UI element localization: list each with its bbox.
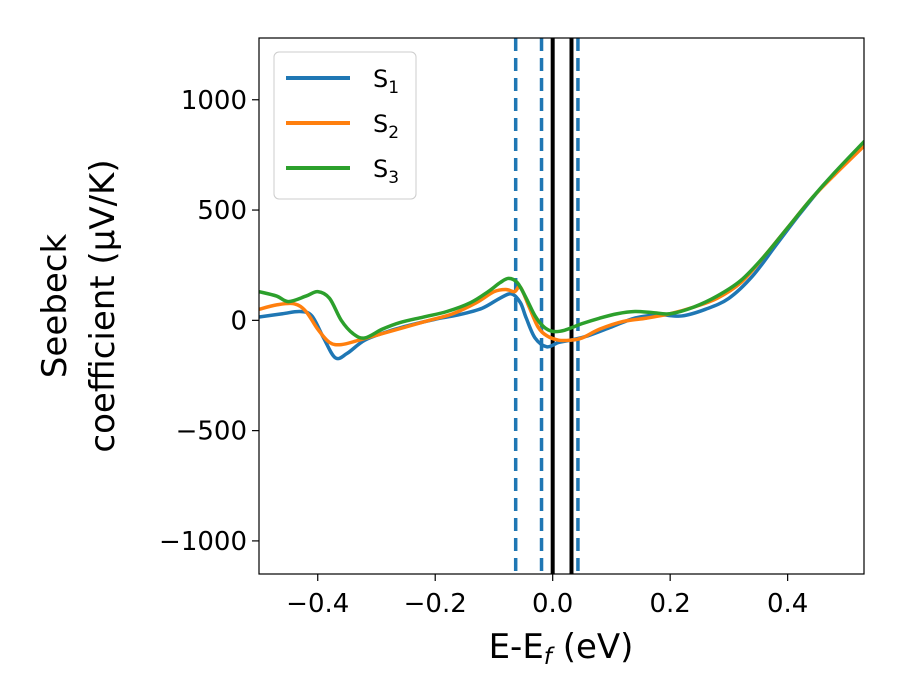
y-tick-label: −500 [176,417,247,447]
y-axis-label-line2: coefficient (μV/K) [83,159,123,452]
y-tick-label: 500 [197,196,247,226]
y-tick-label: 1000 [181,86,247,116]
plot-frame [258,37,865,575]
x-tick-label: −0.4 [286,589,349,619]
x-tick-label: 0.4 [767,589,808,619]
x-tick-label: −0.2 [404,589,467,619]
y-tick-label: 0 [230,306,247,336]
x-axis-ticks: −0.4 −0.2 0.0 0.2 0.4 [286,574,808,619]
legend-label-S2: S2 [373,110,399,143]
series-lines-group [259,139,864,361]
x-tick-label: 0.0 [532,589,573,619]
series-line-S1 [259,142,864,361]
y-axis-label-line1: Seebeck [35,234,75,379]
series-line-S3 [259,139,864,340]
vertical-lines-group [513,38,580,574]
legend-box [273,51,417,200]
legend-label-S1: S1 [373,65,399,98]
y-tick-label: −1000 [159,527,247,557]
legend: S1 S2 S3 [273,51,417,200]
y-axis-ticks: −1000 −500 0 500 1000 [159,86,259,557]
x-axis-label: E-Ef (eV) [489,627,634,670]
x-tick-label: 0.2 [649,589,690,619]
legend-label-S3: S3 [373,155,399,188]
